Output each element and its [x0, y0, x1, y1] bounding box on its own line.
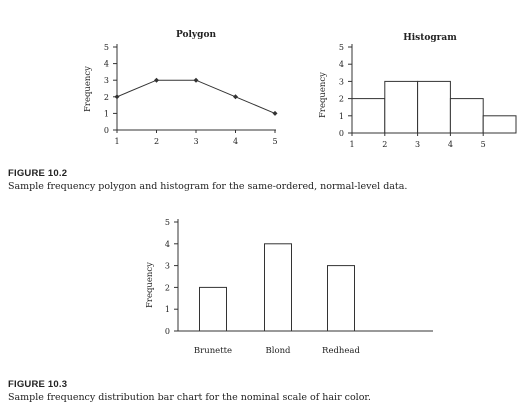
histogram-y-tick-label: 4: [339, 60, 344, 69]
polygon-y-tick-label: 2: [104, 93, 109, 102]
polygon-y-tick-label: 1: [104, 109, 109, 118]
histogram-title: Histogram: [403, 33, 457, 43]
polygon-x-tick-label: 2: [154, 137, 159, 146]
polygon-x-tick-label: 1: [114, 137, 119, 146]
histogram-x-tick-label: 2: [382, 140, 387, 149]
polygon-point: [154, 78, 159, 83]
histogram-y-tick-label: 2: [339, 95, 344, 104]
histogram-x-tick-label: 4: [448, 140, 453, 149]
polygon-point: [273, 111, 278, 116]
polygon-x-tick-label: 3: [193, 137, 198, 146]
barchart-category-label: Blond: [266, 346, 292, 356]
polygon-y-tick-label: 3: [104, 76, 109, 85]
barchart-category-label: Redhead: [322, 346, 360, 356]
histogram-x-tick-label: 5: [481, 140, 486, 149]
histogram-bar: [418, 81, 451, 133]
barchart-bar: [200, 287, 227, 331]
polygon-series-line: [117, 80, 275, 113]
hair-color-bar-chart: Frequency 0 1 2 3 4 5 Brunette Blond Redhead: [145, 218, 433, 356]
figure-10-3-caption: Sample frequency distribution bar chart …: [8, 392, 371, 403]
barchart-y-tick-label: 5: [165, 218, 170, 227]
barchart-y-tick-label: 3: [165, 262, 170, 271]
histogram-y-tick-label: 0: [339, 129, 344, 138]
polygon-y-axis-label: Frequency: [83, 66, 93, 112]
histogram-y-axis-label: Frequency: [318, 72, 328, 118]
histogram-x-tick-label: 3: [415, 140, 420, 149]
barchart-y-axis-label: Frequency: [145, 262, 155, 308]
figure-10-2-caption: Sample frequency polygon and histogram f…: [8, 181, 407, 192]
polygon-point: [194, 78, 199, 83]
polygon-y-tick-label: 5: [104, 43, 109, 52]
barchart-category-label: Brunette: [194, 346, 232, 356]
polygon-x-tick-label: 4: [233, 137, 238, 146]
barchart-bar: [328, 266, 355, 331]
histogram-y-tick-label: 3: [339, 77, 344, 86]
histogram-bar: [450, 99, 483, 133]
barchart-y-tick-label: 2: [165, 283, 170, 292]
histogram-x-tick-label: 1: [349, 140, 354, 149]
histogram-bar: [385, 81, 418, 133]
polygon-y-tick-label: 0: [104, 126, 109, 135]
histogram-y-tick-label: 5: [339, 43, 344, 52]
barchart-y-tick-label: 4: [165, 240, 170, 249]
histogram-bar: [483, 116, 516, 133]
polygon-point: [115, 94, 120, 99]
barchart-y-tick-label: 1: [165, 305, 170, 314]
figure-10-2-label: FIGURE 10.2: [8, 168, 67, 179]
histogram-y-tick-label: 1: [339, 112, 344, 121]
polygon-y-tick-label: 4: [104, 60, 109, 69]
polygon-title: Polygon: [176, 30, 216, 40]
barchart-bar: [265, 244, 292, 331]
histogram-bar: [352, 99, 385, 133]
figure-10-3-label: FIGURE 10.3: [8, 379, 67, 390]
polygon-point: [233, 94, 238, 99]
polygon-x-tick-label: 5: [272, 137, 277, 146]
barchart-y-tick-label: 0: [165, 327, 170, 336]
